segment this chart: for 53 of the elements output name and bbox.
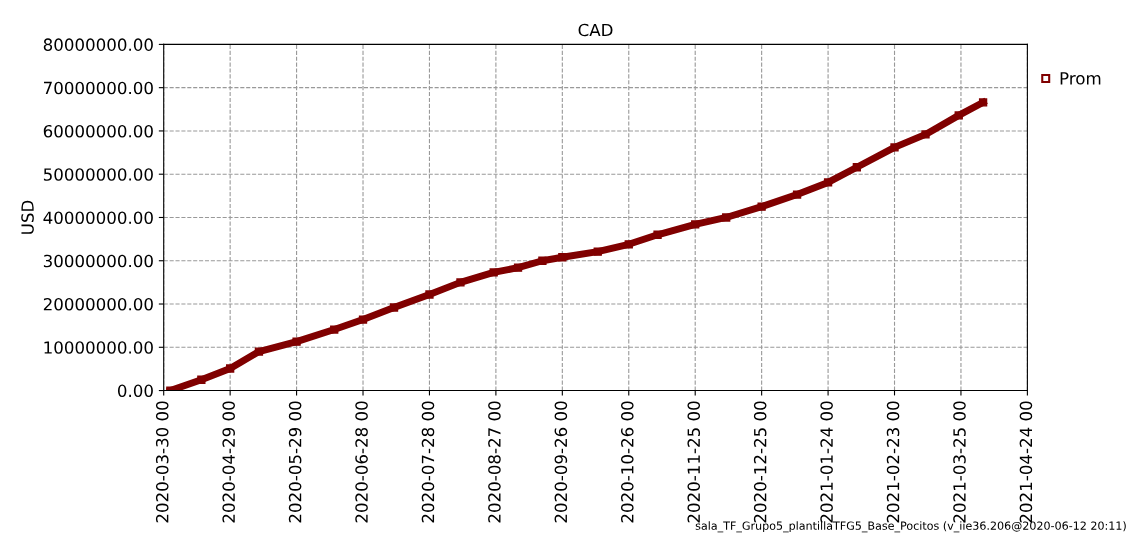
x-tick-label: 2020-10-26 00 [621,401,634,523]
point [558,253,567,262]
chart-title: CAD [578,23,613,37]
y-tick-label: 30000000.00 [43,254,153,268]
x-tick-label: 2020-12-25 00 [753,401,767,523]
y-tick-label: 70000000.00 [44,81,153,95]
point [792,190,802,199]
legend-label: Prom [1060,72,1101,85]
point [954,111,963,120]
x-tick-label: 2020-06-28 00 [355,401,368,523]
y-tick-label: 0.00 [117,384,153,398]
point [330,325,339,334]
point [921,130,930,139]
y-tick-label: 60000000.00 [43,124,153,138]
point [197,375,206,384]
point [425,290,434,299]
x-tick-label: 2020-05-29 00 [288,401,302,523]
x-tick-label: 2020-09-26 00 [554,401,568,523]
x-tick-label: 2021-03-25 00 [953,401,966,523]
point [691,220,700,229]
point [823,178,833,187]
point [513,263,523,272]
x-tick-label: 2020-04-29 00 [222,401,235,523]
point [292,337,301,346]
x-tick-label: 2021-04-24 00 [1019,401,1033,523]
x-tick-label: 2021-01-24 00 [820,401,833,523]
y-tick-label: 10000000.00 [44,341,153,354]
point [225,364,235,373]
point [489,268,498,277]
point [538,256,547,265]
y-axis-title: USD [21,200,34,234]
x-tick-label: 2020-08-27 00 [488,401,501,523]
x-tick-label: 2020-07-28 00 [421,401,435,523]
point [722,213,731,222]
point [254,347,264,356]
x-tick-label: 2020-11-25 00 [687,401,701,523]
point [389,303,399,312]
y-tick-label: 80000000.00 [43,38,153,51]
point [653,230,662,239]
point [624,240,633,249]
point [852,163,862,172]
y-tick-label: 20000000.00 [43,297,153,311]
x-tick-label: 2021-02-23 00 [886,401,900,523]
point [593,247,602,256]
y-tick-label: 50000000.00 [43,168,153,181]
point [978,98,988,107]
point [358,315,368,324]
text: sala_TF_Grupo5_plantillaTFG5_Base_Pocitos (v_iie36.206@2020-06-12 20:11) [695,521,1126,533]
x-tick-label: 2020-03-30 00 [155,401,169,523]
point [890,143,899,152]
point [757,202,766,211]
y-tick-label: 40000000.00 [43,211,153,225]
point [456,278,465,287]
